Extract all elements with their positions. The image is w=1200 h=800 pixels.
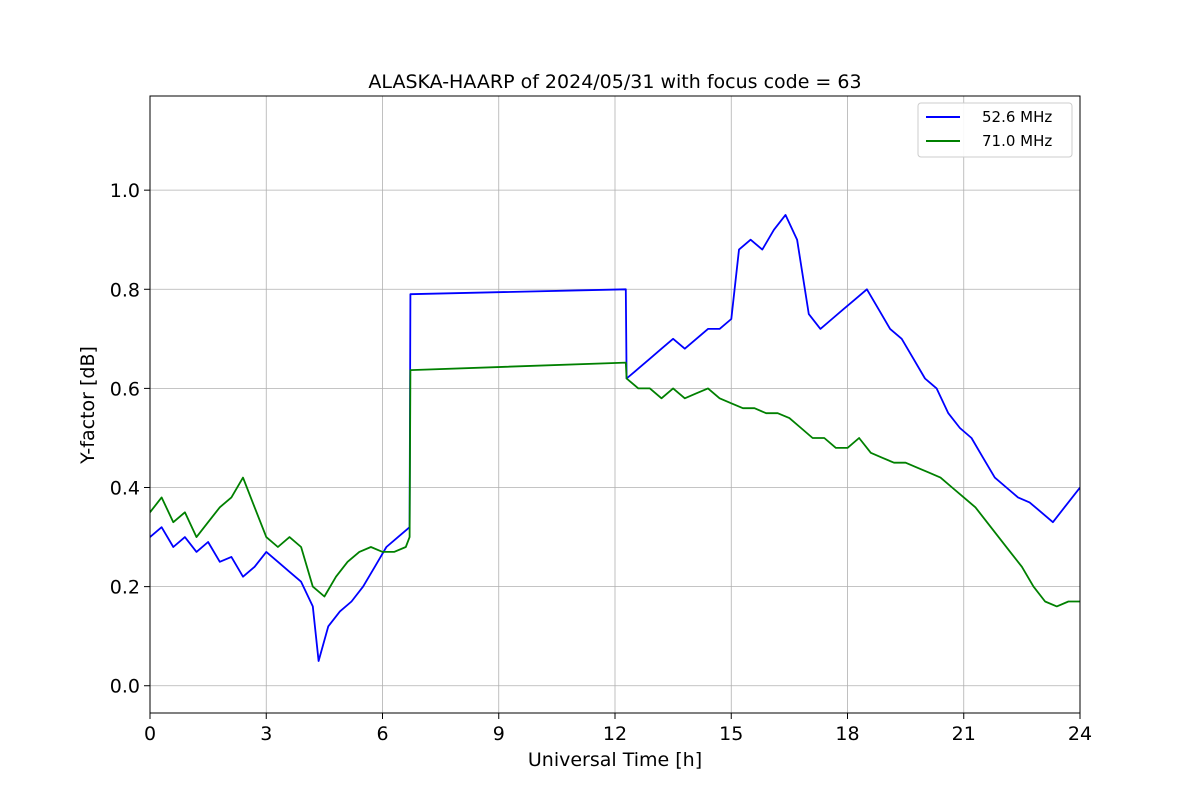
y-tick-label: 0.8 bbox=[110, 279, 140, 301]
x-tick-label: 18 bbox=[835, 723, 859, 745]
series-group bbox=[150, 213, 1080, 662]
y-axis-label: Y-factor [dB] bbox=[77, 346, 99, 465]
x-axis: 0 3 6 9 12 15 18 21 24 bbox=[144, 713, 1092, 745]
y-tick-label: 0.4 bbox=[110, 478, 140, 500]
series-line-71-0-mhz bbox=[150, 361, 1080, 608]
x-tick-label: 9 bbox=[493, 723, 505, 745]
y-tick-label: 0.2 bbox=[110, 577, 140, 599]
chart-title: ALASKA-HAARP of 2024/05/31 with focus co… bbox=[368, 71, 861, 93]
series-line-52-6-mhz bbox=[150, 213, 1080, 662]
legend-label-52-6: 52.6 MHz bbox=[982, 108, 1052, 126]
x-tick-label: 21 bbox=[952, 723, 976, 745]
legend-label-71-0: 71.0 MHz bbox=[982, 132, 1052, 150]
y-tick-label: 0.0 bbox=[110, 676, 140, 698]
x-tick-label: 24 bbox=[1068, 723, 1092, 745]
x-tick-label: 0 bbox=[144, 723, 156, 745]
x-tick-label: 3 bbox=[260, 723, 272, 745]
y-tick-label: 1.0 bbox=[110, 180, 140, 202]
y-tick-label: 0.6 bbox=[110, 378, 140, 400]
x-axis-label: Universal Time [h] bbox=[528, 749, 702, 771]
legend: 52.6 MHz 71.0 MHz bbox=[917, 102, 1073, 158]
x-tick-label: 12 bbox=[603, 723, 627, 745]
x-tick-label: 15 bbox=[719, 723, 743, 745]
x-tick-label: 6 bbox=[376, 723, 388, 745]
y-axis: 0.0 0.2 0.4 0.6 0.8 1.0 bbox=[110, 180, 150, 698]
